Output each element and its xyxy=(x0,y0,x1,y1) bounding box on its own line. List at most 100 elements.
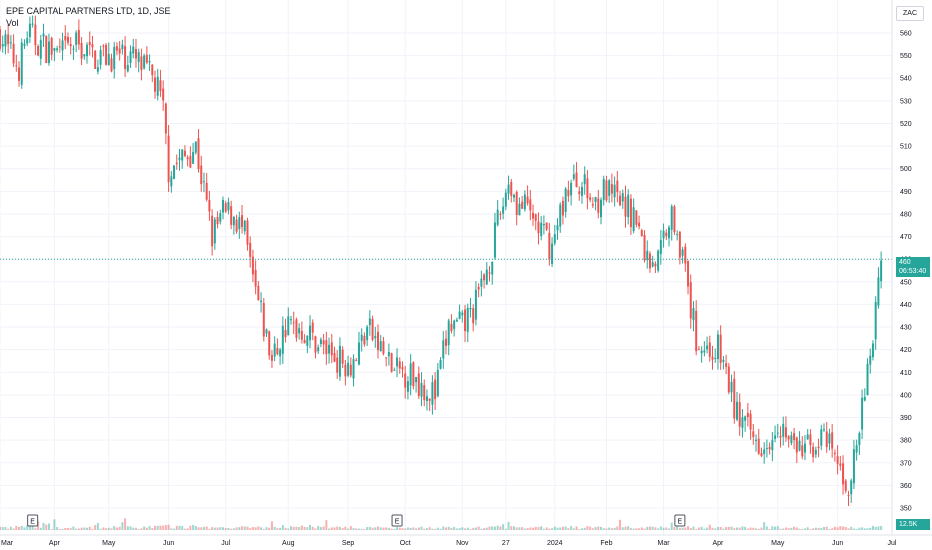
volume-bar xyxy=(314,528,317,530)
volume-bar xyxy=(676,526,679,530)
candle-body xyxy=(102,45,105,47)
volume-bar xyxy=(115,527,118,530)
candle-body xyxy=(352,359,355,379)
candle-body xyxy=(735,401,738,420)
volume-bar xyxy=(589,526,592,530)
candle-body xyxy=(99,50,102,65)
volume-bar xyxy=(741,526,744,530)
volume-bar xyxy=(643,528,646,530)
volume-bar xyxy=(646,526,649,530)
volume-bar xyxy=(295,526,298,530)
volume-bar xyxy=(825,526,828,530)
volume-bar xyxy=(420,526,423,530)
candle-body xyxy=(385,357,388,359)
candle-body xyxy=(368,318,371,326)
candle-body xyxy=(360,334,363,341)
volume-bar xyxy=(518,527,521,530)
candle-body xyxy=(262,302,265,337)
price-tick-label: 370 xyxy=(900,460,912,467)
bar-countdown: 06:53:40 xyxy=(899,268,927,275)
volume-bar xyxy=(352,528,355,530)
earnings-marker xyxy=(27,514,39,527)
candle-body xyxy=(730,381,733,393)
candle-body xyxy=(75,32,78,45)
candle-body xyxy=(72,48,75,50)
candle-body xyxy=(126,64,129,72)
volume-bar xyxy=(347,528,350,530)
volume-bar xyxy=(300,525,303,530)
volume-bar xyxy=(75,528,78,530)
volume-bar xyxy=(194,525,197,530)
volume-bar xyxy=(540,526,543,530)
volume-bar xyxy=(659,526,662,530)
volume-bar xyxy=(621,527,624,530)
candle-body xyxy=(154,77,157,92)
candle-body xyxy=(752,431,755,437)
candle-body xyxy=(461,312,464,316)
candle-body xyxy=(115,46,118,51)
volume-bar xyxy=(572,528,575,530)
volume-bar xyxy=(113,526,116,530)
volume-bar xyxy=(124,518,127,530)
volume-bar xyxy=(72,526,75,530)
volume-bar xyxy=(532,527,535,530)
candle-body xyxy=(145,54,148,63)
time-axis-background[interactable] xyxy=(0,535,932,550)
candle-body xyxy=(159,80,162,92)
candle-body xyxy=(374,336,377,339)
volume-bar xyxy=(551,528,554,530)
volume-bar xyxy=(162,525,165,530)
volume-bar xyxy=(238,527,241,530)
volume-bar xyxy=(232,528,235,530)
candle-body xyxy=(861,397,864,430)
candle-body xyxy=(575,172,578,188)
volume-bar xyxy=(298,527,301,530)
price-tick-label: 380 xyxy=(900,438,912,445)
volume-bar xyxy=(787,528,790,530)
volume-bar xyxy=(466,527,469,530)
volume-bar xyxy=(178,525,181,530)
volume-bar xyxy=(502,524,505,530)
volume-bar xyxy=(453,526,456,530)
candle-body xyxy=(874,301,877,340)
volume-bar xyxy=(366,527,369,530)
currency-button[interactable]: ZAC xyxy=(896,6,924,21)
candle-body xyxy=(803,443,806,453)
volume-bar xyxy=(687,526,690,530)
candle-body xyxy=(578,191,581,195)
candle-body xyxy=(398,361,401,369)
volume-bar xyxy=(844,526,847,530)
candle-body xyxy=(110,58,113,72)
volume-bar xyxy=(485,527,488,530)
candle-body xyxy=(447,320,450,346)
candle-body xyxy=(409,363,412,386)
volume-bar xyxy=(368,526,371,530)
candle-body xyxy=(828,433,831,444)
candle-body xyxy=(387,351,390,357)
volume-bar xyxy=(121,522,124,530)
volume-bar xyxy=(379,527,382,530)
volume-bar xyxy=(654,527,657,530)
volume-bar xyxy=(69,528,72,530)
volume-bar xyxy=(322,526,325,530)
price-axis-ticks: 350 360 370 380 390 400 410 420 430 440 450 460 470 4… xyxy=(900,31,912,513)
candle-body xyxy=(279,349,282,357)
candle-body xyxy=(83,54,86,57)
volume-bar xyxy=(319,527,322,530)
candle-body xyxy=(483,274,486,281)
price-tick-label: 430 xyxy=(900,325,912,332)
candle-body xyxy=(151,64,154,76)
candle-body xyxy=(251,256,254,275)
time-tick-label: Nov xyxy=(456,540,469,547)
candle-body xyxy=(453,320,456,329)
volume-bar xyxy=(330,527,333,530)
volume-bar xyxy=(134,527,137,530)
candle-body xyxy=(537,221,540,234)
volume-bar xyxy=(716,527,719,530)
candle-body xyxy=(741,417,744,428)
candle-body xyxy=(733,378,736,419)
volume-bar xyxy=(105,528,108,530)
volume-bar xyxy=(695,528,698,530)
volume-bar xyxy=(600,526,603,530)
